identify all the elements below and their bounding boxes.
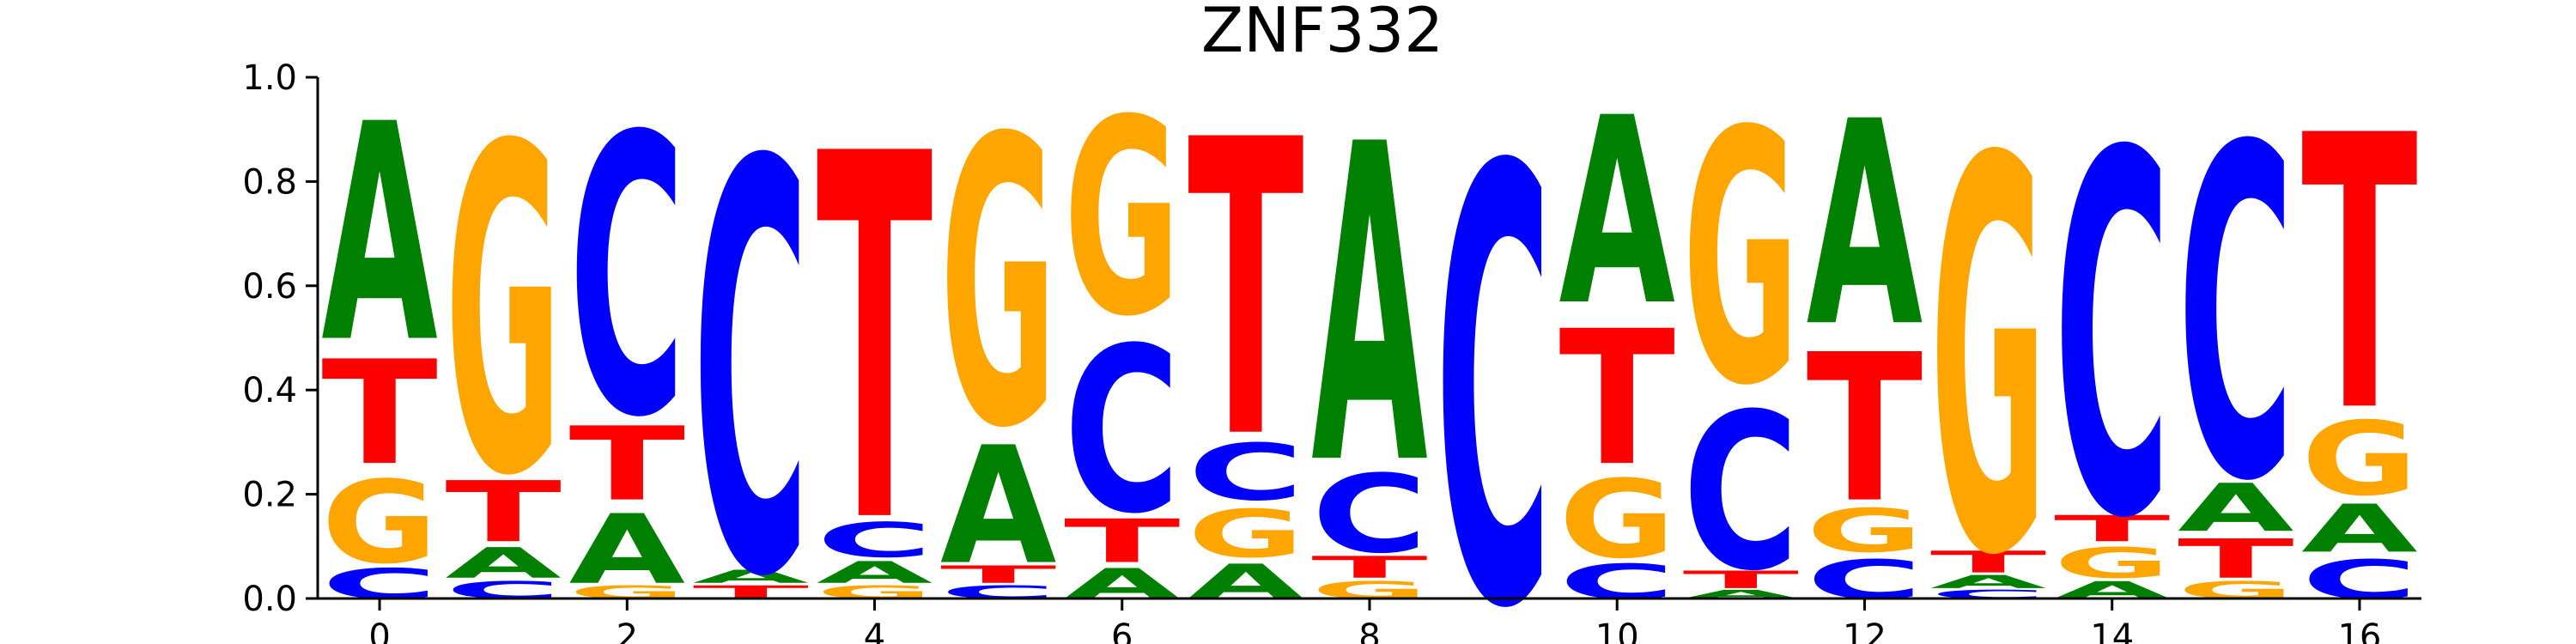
logo-letter-g: G: [940, 56, 1056, 515]
logo-letter-a: A: [1311, 52, 1429, 561]
x-tick-label: 8: [1358, 617, 1380, 644]
logo-letter-a: A: [1807, 61, 1924, 389]
x-tick-label: 0: [368, 617, 390, 644]
logo-letter-a: A: [940, 412, 1056, 600]
logo-letter-a: A: [2301, 490, 2417, 567]
x-axis: 0 2 4 6 8 10 12 14 16: [318, 597, 2421, 644]
logo-letter-a: A: [569, 494, 685, 605]
logo-letter-g: G: [1559, 457, 1675, 582]
logo-letter-t: T: [817, 50, 934, 635]
x-tick-label: 16: [2337, 617, 2381, 644]
logo-letter-t: T: [1930, 544, 2046, 580]
logo-letter-t: T: [2301, 58, 2419, 495]
logo-letter-c: C: [1435, 45, 1551, 644]
logo-letter-g: G: [2054, 538, 2170, 587]
logo-letter-c: C: [1064, 299, 1180, 564]
logo-letter-c: C: [817, 513, 933, 568]
logo-letter-g: G: [1930, 48, 2046, 644]
logo-letter-a: A: [2178, 470, 2293, 546]
y-axis: 0.0 0.2 0.4 0.6 0.8 1.0: [242, 58, 319, 619]
logo-letter-t: T: [445, 464, 561, 561]
x-tick-label: 10: [1595, 617, 1639, 644]
logo-letter-c: C: [1188, 428, 1303, 518]
x-tick-label: 2: [617, 617, 638, 644]
logo-letter-g: G: [321, 457, 437, 589]
logo-letter-a: A: [321, 60, 439, 409]
logo-letter-c: C: [2054, 51, 2170, 628]
logo-letter-a: A: [1188, 554, 1303, 610]
logo-letter-t: T: [1188, 54, 1305, 528]
logo-letter-t: T: [1683, 566, 1799, 593]
chart-title: ZNF332: [1201, 0, 1443, 66]
logo-letter-c: C: [2178, 52, 2293, 581]
logo-letter-t: T: [321, 331, 437, 497]
y-tick-label: 1.0: [242, 58, 297, 98]
x-tick-label: 6: [1111, 617, 1133, 644]
logo-letter-t: T: [1807, 311, 1923, 548]
y-tick-label: 0.6: [242, 267, 297, 307]
logo-letter-a: A: [1930, 572, 2046, 592]
logo-letter-c: C: [1311, 453, 1427, 577]
x-tick-label: 4: [864, 617, 885, 644]
y-tick-label: 0.8: [242, 162, 297, 202]
logo-letter-g: G: [1807, 495, 1923, 565]
logo-letter-g: G: [1064, 64, 1180, 376]
logo-letter-a: A: [693, 567, 809, 587]
logo-letter-t: T: [2178, 527, 2293, 590]
logo-letter-t: T: [569, 405, 685, 524]
logo-letter-t: T: [1311, 550, 1427, 585]
y-tick-label: 0.2: [242, 476, 297, 515]
logo-letter-t: T: [940, 561, 1056, 588]
logo-letter-a: A: [1559, 63, 1675, 362]
logo-letter-g: G: [1188, 496, 1303, 573]
logo-letter-t: T: [1064, 507, 1180, 576]
x-tick-label: 14: [2090, 617, 2134, 644]
logo-letter-c: C: [1683, 368, 1799, 618]
logo-letter-a: A: [817, 555, 933, 590]
logo-letter-a: A: [445, 539, 561, 588]
y-tick-label: 0.0: [242, 580, 297, 619]
logo-letter-c: C: [693, 47, 809, 644]
logo-letter-g: G: [1683, 58, 1799, 462]
y-tick-label: 0.4: [242, 371, 297, 410]
logo-letter-t: T: [2054, 507, 2171, 550]
logo-letter-c: C: [569, 57, 685, 502]
logo-letter-g: G: [445, 52, 561, 574]
logo-letter-t: T: [1559, 290, 1675, 507]
x-tick-label: 12: [1843, 617, 1886, 644]
logo-letter-g: G: [2301, 400, 2417, 519]
